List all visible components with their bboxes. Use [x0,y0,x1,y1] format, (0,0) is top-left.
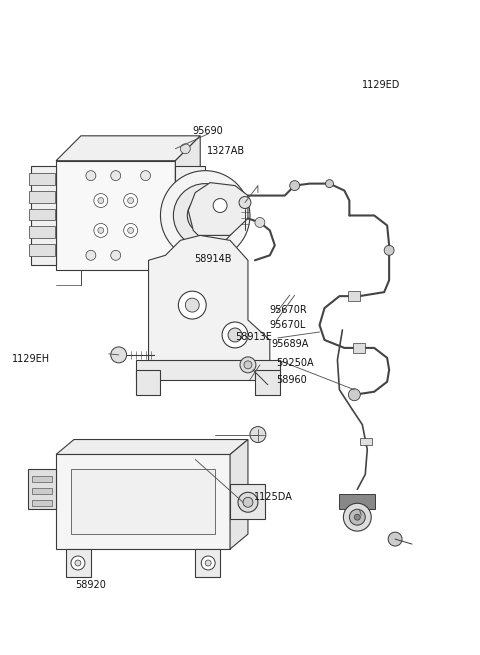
Circle shape [205,560,211,566]
Polygon shape [255,370,280,395]
Polygon shape [56,440,248,455]
Circle shape [238,493,258,512]
Circle shape [94,194,108,208]
Circle shape [111,250,120,260]
Text: 1129EH: 1129EH [12,354,50,364]
Polygon shape [136,370,160,395]
Text: 95689A: 95689A [271,339,308,349]
Circle shape [128,198,133,204]
Circle shape [180,144,190,154]
Circle shape [240,357,256,373]
Circle shape [86,171,96,181]
Circle shape [187,198,223,233]
Bar [353,343,365,353]
Polygon shape [339,495,375,509]
Polygon shape [29,208,55,221]
Circle shape [250,426,266,443]
Circle shape [244,361,252,369]
Circle shape [354,514,360,520]
Polygon shape [230,484,265,519]
Circle shape [98,198,104,204]
Circle shape [290,181,300,191]
Circle shape [384,246,394,255]
Circle shape [173,183,237,248]
Polygon shape [195,549,220,577]
Circle shape [98,227,104,233]
Polygon shape [29,244,55,256]
Circle shape [197,208,213,223]
Circle shape [348,388,360,401]
Text: 1125DA: 1125DA [254,492,293,502]
Circle shape [243,497,253,507]
Bar [71,470,215,534]
Circle shape [94,223,108,237]
Bar [32,489,52,495]
Circle shape [128,227,133,233]
Polygon shape [29,191,55,202]
Circle shape [179,291,206,319]
Text: 95670R: 95670R [270,305,307,315]
Polygon shape [28,470,56,509]
Bar [348,291,360,301]
Polygon shape [56,455,230,549]
Polygon shape [31,166,56,265]
Circle shape [185,298,199,312]
Circle shape [343,503,371,531]
Circle shape [255,217,265,227]
Circle shape [160,171,250,260]
Circle shape [141,171,151,181]
Bar [32,476,52,482]
Circle shape [325,179,334,187]
Polygon shape [56,160,175,271]
Text: 1129ED: 1129ED [362,80,400,90]
Circle shape [75,560,81,566]
Circle shape [111,171,120,181]
Polygon shape [175,166,205,265]
Text: 58920: 58920 [75,580,106,590]
Circle shape [349,509,365,525]
Polygon shape [66,549,91,577]
Text: 95670L: 95670L [270,320,306,330]
Circle shape [222,322,248,348]
Text: 58914B: 58914B [195,254,232,264]
Circle shape [228,328,242,342]
Polygon shape [148,235,270,375]
Circle shape [201,556,215,570]
Text: 58960: 58960 [276,375,307,384]
Polygon shape [56,136,200,160]
Bar [32,500,52,506]
Text: 95690: 95690 [192,126,223,136]
Circle shape [111,347,127,363]
Polygon shape [136,360,280,380]
Polygon shape [230,440,248,549]
Polygon shape [188,183,248,235]
Text: 58913E: 58913E [235,332,272,343]
Circle shape [71,556,85,570]
Text: 1327AB: 1327AB [206,147,245,157]
Polygon shape [29,173,55,185]
Circle shape [213,198,227,212]
Bar [360,438,372,445]
Circle shape [388,532,402,546]
Circle shape [86,250,96,260]
Polygon shape [175,136,200,271]
Circle shape [124,194,138,208]
Circle shape [239,196,251,208]
Circle shape [124,223,138,237]
Text: 59250A: 59250A [276,358,313,368]
Polygon shape [29,227,55,238]
